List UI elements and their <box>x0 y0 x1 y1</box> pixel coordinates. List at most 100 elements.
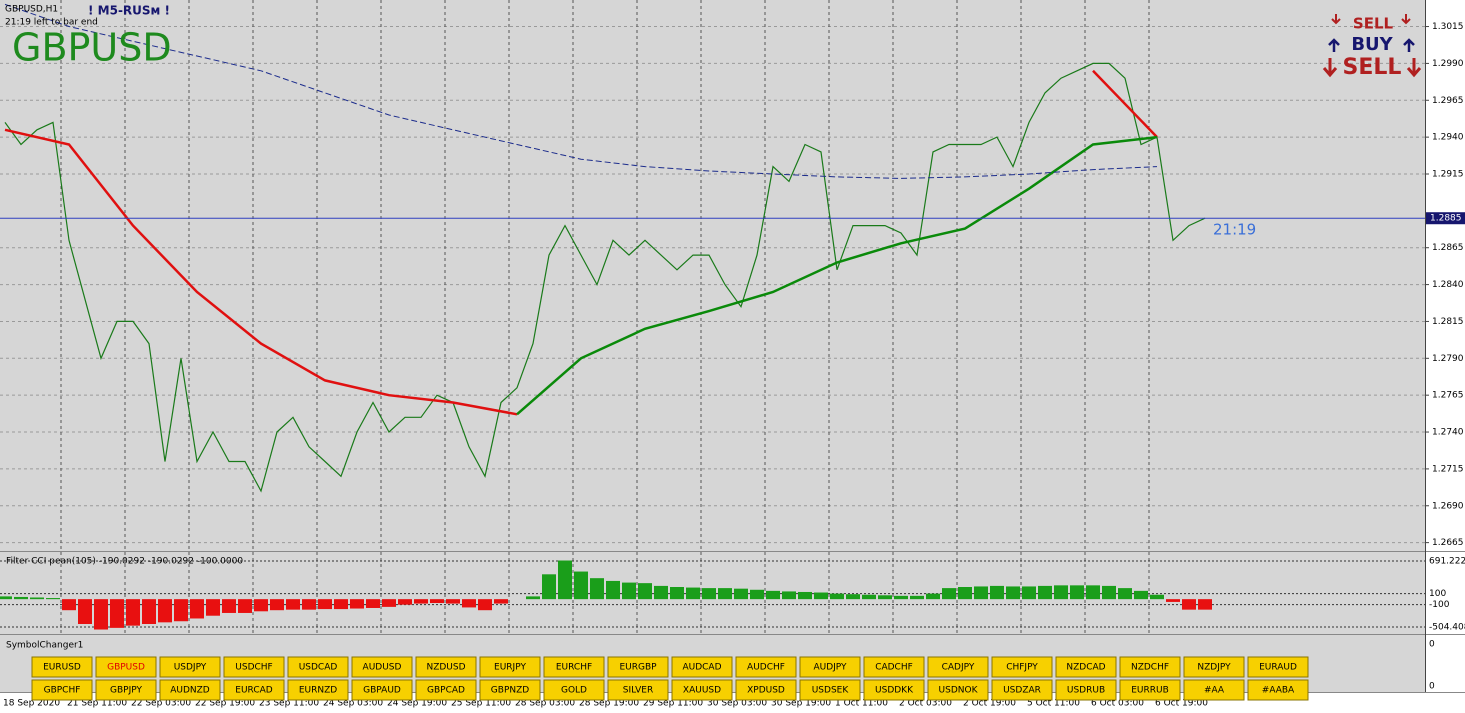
symbol-button[interactable] <box>671 679 733 701</box>
cci-bar <box>606 580 620 600</box>
symbol-button[interactable] <box>479 656 541 678</box>
symbol-button[interactable] <box>927 656 989 678</box>
timer-label: 21:19 <box>1213 221 1256 239</box>
symbol-button[interactable] <box>543 656 605 678</box>
cci-bar <box>206 599 220 616</box>
symbol-button-label: GBPJPY <box>110 686 142 696</box>
x-tick-label: 25 Sep 11:00 <box>451 699 511 709</box>
cci-bar <box>190 599 204 619</box>
cci-bar <box>686 587 700 600</box>
panel-title: SymbolChanger1 <box>6 641 83 651</box>
cci-bar <box>542 574 556 600</box>
symbol-button-label: EURJPY <box>494 663 526 673</box>
symbol-button[interactable] <box>223 656 285 678</box>
x-tick-label: 6 Oct 19:00 <box>1155 699 1208 709</box>
symbol-button[interactable] <box>95 656 157 678</box>
symbol-button[interactable] <box>415 656 477 678</box>
chart-bg <box>0 0 1425 551</box>
symbol-button[interactable] <box>351 679 413 701</box>
cci-bar <box>0 596 12 600</box>
symbol-button[interactable] <box>735 679 797 701</box>
symbol-button[interactable] <box>671 656 733 678</box>
symbol-button[interactable] <box>95 679 157 701</box>
x-tick-label: 1 Oct 11:00 <box>835 699 888 709</box>
symbol-button[interactable] <box>543 679 605 701</box>
signal-panel: SELL BUY SELL <box>1322 14 1422 80</box>
cci-bar <box>318 599 332 610</box>
y-tick-label: 1.2790 <box>1432 354 1464 364</box>
y-tick-label: -100 <box>1429 600 1450 610</box>
cci-bar <box>462 599 476 608</box>
y-tick-label: 100 <box>1429 589 1446 599</box>
symbol-button-label: AUDUSD <box>363 663 402 673</box>
symbol-button[interactable] <box>479 679 541 701</box>
symbol-button[interactable] <box>1183 656 1245 678</box>
symbol-button[interactable] <box>159 656 221 678</box>
cci-bar <box>814 592 828 600</box>
price-line <box>4 69 1158 416</box>
cci-bar <box>174 599 188 622</box>
symbol-button[interactable] <box>31 679 93 701</box>
symbol-button-label: GOLD <box>561 686 587 696</box>
symbol-button[interactable] <box>31 656 93 678</box>
cci-bar <box>878 595 892 600</box>
y-tick-label: 1.2840 <box>1432 280 1464 290</box>
symbol-button[interactable] <box>1055 656 1117 678</box>
symbol-button-label: SILVER <box>623 686 654 696</box>
cci-bar <box>782 591 796 600</box>
cci-bar <box>414 599 428 604</box>
cci-bar <box>718 588 732 600</box>
y-tick-label: 1.2940 <box>1432 133 1464 143</box>
symbol-button[interactable] <box>1183 679 1245 701</box>
buy-label: BUY <box>1351 34 1393 55</box>
symbol-button[interactable] <box>1119 679 1181 701</box>
cci-bar <box>1134 590 1148 600</box>
symbol-button[interactable] <box>607 679 669 701</box>
symbol-button[interactable] <box>991 656 1053 678</box>
symbol-button[interactable] <box>287 656 349 678</box>
symbol-button-label: GBPUSD <box>107 663 145 673</box>
symbol-button[interactable] <box>991 679 1053 701</box>
symbol-button[interactable] <box>1119 656 1181 678</box>
x-tick-label: 29 Sep 11:00 <box>643 699 703 709</box>
symbol-button[interactable] <box>415 679 477 701</box>
plot <box>0 3 1212 630</box>
symbol-button[interactable] <box>735 656 797 678</box>
symbol-button[interactable] <box>1247 679 1309 701</box>
symbol-button[interactable] <box>927 679 989 701</box>
x-tick-label: 28 Sep 19:00 <box>579 699 639 709</box>
symbol-button[interactable] <box>1247 656 1309 678</box>
x-tick-label: 30 Sep 19:00 <box>771 699 831 709</box>
symbol-button-label: EURAUD <box>1259 663 1297 673</box>
y-tick-label: 0 <box>1429 640 1435 650</box>
y-tick-label: 1.2990 <box>1432 59 1464 69</box>
cci-bar <box>350 599 364 609</box>
arrow-icon <box>1331 14 1411 25</box>
symbol-button[interactable] <box>607 656 669 678</box>
symbol-button-label: GBPCHF <box>44 686 81 696</box>
symbol-button[interactable] <box>863 656 925 678</box>
symbol-button[interactable] <box>799 656 861 678</box>
symbol-button[interactable] <box>1055 679 1117 701</box>
cci-bar <box>286 599 300 610</box>
cci-bar <box>1102 585 1116 600</box>
symbol-button[interactable] <box>351 656 413 678</box>
symbol-button[interactable] <box>223 679 285 701</box>
symbol-button-label: EURUSD <box>43 663 81 673</box>
cci-bar <box>222 599 236 613</box>
symbol-button[interactable] <box>863 679 925 701</box>
symbol-button[interactable] <box>159 679 221 701</box>
symbol-button-label: USDJPY <box>174 663 207 673</box>
symbol-button[interactable] <box>799 679 861 701</box>
x-tick-label: 5 Oct 11:00 <box>1027 699 1080 709</box>
y-tick-label: 1.2740 <box>1432 428 1464 438</box>
cci-bar <box>798 591 812 600</box>
price-tag <box>1426 212 1465 225</box>
y-tick-label: -504.4083 <box>1429 623 1465 633</box>
symbol-button[interactable] <box>287 679 349 701</box>
sell-label: SELL <box>1343 55 1402 80</box>
symbol-button-label: USDNOK <box>939 686 979 696</box>
